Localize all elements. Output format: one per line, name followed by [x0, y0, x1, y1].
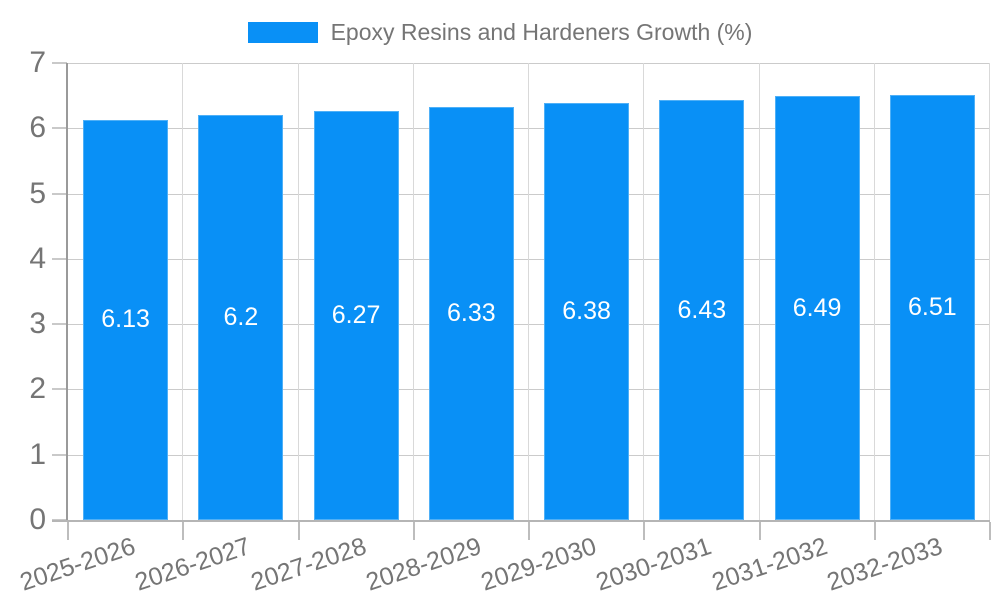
x-tick-mark — [528, 522, 530, 540]
x-tick-mark — [67, 522, 69, 540]
x-tick-mark — [643, 522, 646, 540]
bar-value-label: 6.49 — [792, 293, 842, 322]
bar-2032-2033[interactable]: 6.51 — [889, 95, 975, 520]
y-tick-label: 0 — [29, 503, 46, 536]
x-tick-label: 2026-2027 — [131, 532, 255, 597]
bar-2029-2030[interactable]: 6.38 — [544, 103, 630, 520]
bar-2027-2028[interactable]: 6.27 — [313, 110, 399, 520]
legend-item[interactable]: Epoxy Resins and Hardeners Growth (%) — [247, 18, 753, 46]
y-tick-label: 7 — [29, 46, 46, 79]
x-tick-mark — [758, 522, 761, 540]
legend-swatch-icon — [247, 21, 318, 43]
y-tick-mark — [52, 127, 67, 130]
h-gridline — [68, 128, 990, 130]
y-tick-label: 2 — [29, 372, 46, 406]
v-gridline — [297, 63, 299, 520]
x-tick-label: 2032-2033 — [823, 532, 946, 597]
bar-2028-2029[interactable]: 6.33 — [428, 106, 514, 520]
y-tick-label: 4 — [29, 241, 46, 275]
v-gridline — [412, 63, 414, 520]
y-tick-mark — [52, 388, 67, 391]
h-gridline — [68, 63, 990, 64]
x-tick-label: 2031-2032 — [708, 532, 831, 597]
y-tick-mark — [52, 192, 67, 195]
y-tick-label: 6 — [29, 111, 46, 145]
x-axis-line — [52, 520, 990, 522]
bar-value-label: 6.51 — [908, 293, 957, 321]
legend-label: Epoxy Resins and Hardeners Growth (%) — [330, 18, 753, 45]
v-gridline — [528, 63, 529, 520]
h-gridline — [68, 324, 990, 326]
v-gridline — [758, 63, 760, 520]
bar-2026-2027[interactable]: 6.2 — [198, 115, 284, 520]
bar-value-label: 6.43 — [677, 295, 727, 324]
y-tick-mark — [52, 257, 67, 260]
y-axis-labels: 0 1 2 3 4 5 6 7 — [0, 48, 46, 535]
x-tick-label: 2028-2029 — [362, 532, 485, 597]
y-tick-mark — [52, 323, 67, 326]
x-tick-mark — [989, 522, 991, 540]
v-gridline — [643, 63, 645, 520]
v-gridline — [182, 63, 184, 520]
h-gridline — [68, 389, 990, 391]
bar-2031-2032[interactable]: 6.49 — [774, 96, 860, 520]
bar-2030-2031[interactable]: 6.43 — [659, 100, 745, 520]
bar-value-label: 6.38 — [562, 297, 611, 326]
x-tick-label: 2027-2028 — [247, 532, 370, 597]
x-tick-mark — [873, 522, 876, 540]
bar-value-label: 6.2 — [223, 303, 259, 332]
plot-area: 6.13 6.2 6.27 6.33 6.38 6.43 6.49 6.51 — [67, 63, 990, 520]
y-tick-mark — [52, 453, 67, 456]
x-tick-label: 2025-2026 — [16, 532, 139, 597]
x-tick-label: 2030-2031 — [592, 532, 716, 597]
y-axis-line — [66, 63, 68, 522]
y-tick-mark — [52, 62, 67, 64]
v-gridline — [873, 63, 875, 520]
h-gridline — [68, 454, 990, 456]
y-tick-label: 1 — [29, 437, 46, 471]
bar-value-label: 6.27 — [331, 300, 381, 329]
y-tick-label: 5 — [29, 176, 46, 210]
h-gridline — [68, 258, 990, 260]
bar-2025-2026[interactable]: 6.13 — [83, 119, 169, 520]
x-tick-mark — [412, 522, 415, 540]
x-tick-mark — [182, 522, 185, 540]
x-tick-mark — [297, 522, 300, 540]
bar-value-label: 6.13 — [101, 305, 150, 334]
v-gridline — [989, 63, 990, 520]
legend: Epoxy Resins and Hardeners Growth (%) — [0, 18, 1000, 46]
h-gridline — [68, 193, 990, 195]
bar-value-label: 6.33 — [447, 298, 496, 327]
y-tick-label: 3 — [29, 307, 46, 341]
x-tick-label: 2029-2030 — [477, 532, 600, 597]
